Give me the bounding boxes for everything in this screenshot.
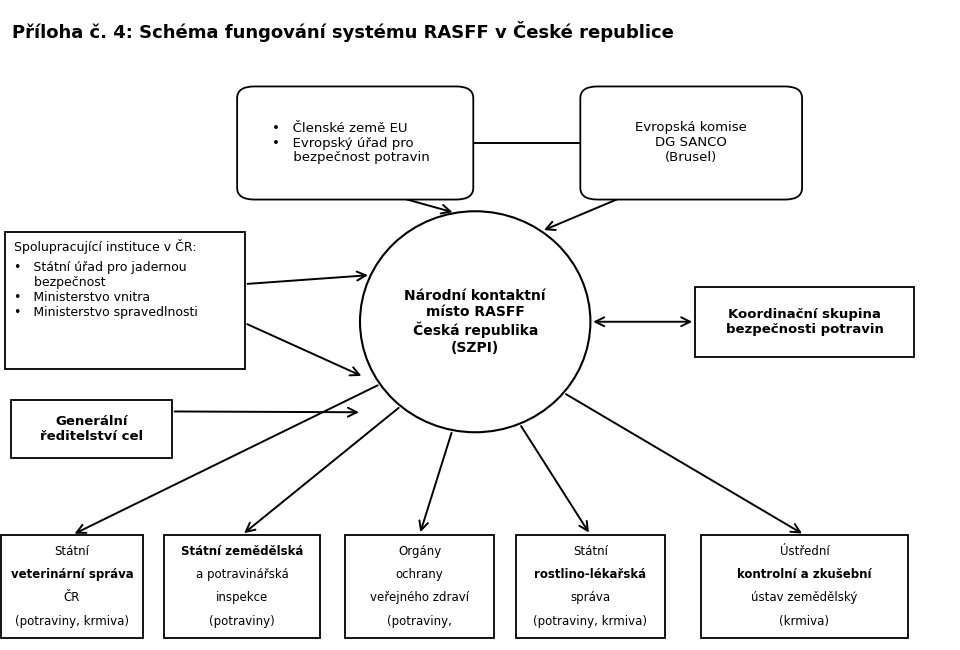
FancyBboxPatch shape	[695, 287, 914, 357]
Text: rostlino-lékařská: rostlino-lékařská	[535, 568, 646, 581]
FancyBboxPatch shape	[346, 535, 493, 638]
Text: Koordinační skupina
bezpečnosti potravin: Koordinační skupina bezpečnosti potravin	[726, 307, 883, 336]
Text: Spolupracující instituce v ČR:: Spolupracující instituce v ČR:	[14, 239, 197, 254]
FancyBboxPatch shape	[516, 535, 664, 638]
Text: Příloha č. 4: Schéma fungování systému RASFF v České republice: Příloha č. 4: Schéma fungování systému R…	[12, 21, 673, 42]
Text: ochrany: ochrany	[396, 568, 444, 581]
Text: Státní: Státní	[55, 545, 89, 558]
Text: kontrolní a zkušební: kontrolní a zkušební	[737, 568, 872, 581]
Text: Orgány: Orgány	[397, 545, 442, 558]
Text: •   Členské země EU
•   Evropský úřad pro
     bezpečnost potravin: • Členské země EU • Evropský úřad pro be…	[272, 122, 429, 164]
Text: inspekce: inspekce	[216, 592, 268, 604]
FancyBboxPatch shape	[1, 535, 143, 638]
Text: veterinární správa: veterinární správa	[11, 568, 133, 581]
FancyBboxPatch shape	[164, 535, 320, 638]
Text: správa: správa	[570, 592, 611, 604]
Text: (krmiva): (krmiva)	[780, 615, 829, 628]
FancyBboxPatch shape	[237, 86, 473, 200]
Text: (potraviny,: (potraviny,	[387, 615, 452, 628]
Text: Evropská komise
DG SANCO
(Brusel): Evropská komise DG SANCO (Brusel)	[636, 122, 747, 164]
Text: (potraviny, krmiva): (potraviny, krmiva)	[534, 615, 647, 628]
Text: •   Státní úřad pro jadernou
     bezpečnost
•   Ministerstvo vnitra
•   Ministe: • Státní úřad pro jadernou bezpečnost • …	[14, 261, 199, 318]
Text: (potraviny): (potraviny)	[209, 615, 275, 628]
FancyBboxPatch shape	[701, 535, 907, 638]
Text: Generální
ředitelství cel: Generální ředitelství cel	[39, 415, 143, 443]
Text: Ústřední: Ústřední	[780, 545, 829, 558]
FancyBboxPatch shape	[11, 400, 172, 458]
Text: Státní zemědělská: Státní zemědělská	[180, 545, 303, 558]
FancyBboxPatch shape	[5, 232, 245, 369]
Ellipse shape	[360, 211, 590, 432]
Text: Národní kontaktní
místo RASFF
Česká republika
(SZPI): Národní kontaktní místo RASFF Česká repu…	[404, 289, 546, 354]
Text: veřejného zdraví: veřejného zdraví	[370, 592, 469, 604]
FancyBboxPatch shape	[580, 86, 802, 200]
Text: ústav zemědělský: ústav zemědělský	[752, 592, 857, 604]
Text: a potravinářská: a potravinářská	[196, 568, 288, 581]
Text: ČR: ČR	[63, 592, 81, 604]
Text: Státní: Státní	[573, 545, 608, 558]
Text: (potraviny, krmiva): (potraviny, krmiva)	[15, 615, 129, 628]
